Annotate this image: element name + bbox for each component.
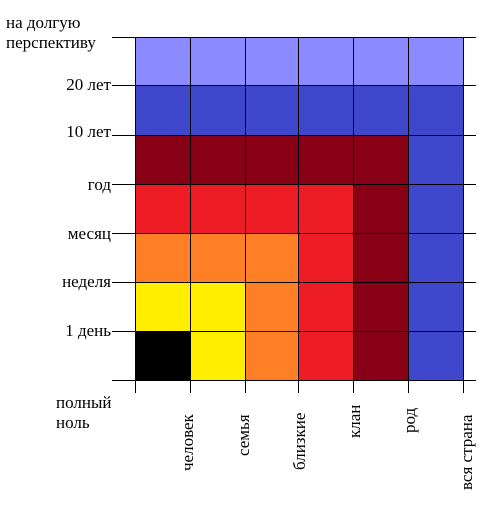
cell-r6-c1 [190,331,245,380]
cell-r6-c5 [408,331,463,380]
cell-r1-c2 [245,85,298,135]
cell-r3-c5 [408,184,463,233]
cell-r0-c3 [298,37,353,85]
cell-r1-c1 [190,85,245,135]
cell-r0-c4 [353,37,408,85]
cell-r4-c4 [353,233,408,282]
cell-r2-c1 [190,135,245,184]
cell-r4-c5 [408,233,463,282]
cell-r3-c1 [190,184,245,233]
cell-r6-c3 [298,331,353,380]
cell-r4-c1 [190,233,245,282]
y-label-20y: 20 лет [66,75,111,94]
x-label-clan: клан [345,404,364,438]
y-label-long-line1: на долгую [6,13,81,32]
y-label-month: месяц [67,224,111,243]
y-label-long-line2: перспективу [6,33,96,52]
y-label-year: год [87,175,111,194]
cell-r4-c0 [135,233,190,282]
cell-r5-c1 [190,282,245,331]
cell-r5-c4 [353,282,408,331]
x-label-kin: род [400,407,419,433]
y-label-week: неделя [62,272,111,291]
cell-r2-c0 [135,135,190,184]
x-label-person: человек [178,414,197,471]
cell-r6-c4 [353,331,408,380]
cell-r4-c3 [298,233,353,282]
cell-r4-c2 [245,233,298,282]
cell-r1-c0 [135,85,190,135]
cell-r0-c5 [408,37,463,85]
cell-r5-c0 [135,282,190,331]
y-label-long: на долгую перспективу [6,13,96,53]
cell-r5-c3 [298,282,353,331]
cell-r0-c2 [245,37,298,85]
cell-r1-c3 [298,85,353,135]
cell-r3-c4 [353,184,408,233]
cell-r2-c4 [353,135,408,184]
cell-r0-c0 [135,37,190,85]
cell-r2-c3 [298,135,353,184]
cell-r2-c2 [245,135,298,184]
origin-label-line2: ноль [56,413,90,432]
cell-r2-c5 [408,135,463,184]
cell-r6-c0 [135,331,190,380]
x-label-close-ones: близкие [290,412,309,470]
cell-r3-c3 [298,184,353,233]
origin-label-line1: полный [56,393,112,412]
x-label-family: семья [234,414,253,456]
x-label-whole-country: вся страна [457,414,476,490]
cell-r1-c5 [408,85,463,135]
y-label-10y: 10 лет [66,122,111,141]
cell-r6-c2 [245,331,298,380]
cell-r3-c0 [135,184,190,233]
cell-r3-c2 [245,184,298,233]
cell-r5-c2 [245,282,298,331]
origin-label: полный ноль [56,393,111,433]
cell-r5-c5 [408,282,463,331]
cell-r0-c1 [190,37,245,85]
cell-r1-c4 [353,85,408,135]
y-label-1day: 1 день [65,321,111,340]
